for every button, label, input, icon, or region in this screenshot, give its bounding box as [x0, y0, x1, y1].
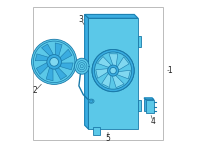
Polygon shape [144, 98, 154, 100]
Polygon shape [102, 73, 111, 87]
Bar [88, 18, 138, 129]
Bar [146, 100, 154, 113]
Circle shape [92, 50, 134, 92]
Polygon shape [58, 63, 73, 70]
Circle shape [50, 57, 59, 66]
Polygon shape [54, 67, 67, 80]
Ellipse shape [75, 58, 89, 74]
Polygon shape [59, 49, 72, 62]
Ellipse shape [88, 99, 94, 103]
Text: 3: 3 [79, 15, 84, 24]
Bar [85, 15, 134, 125]
Polygon shape [117, 57, 129, 71]
Text: 1: 1 [167, 66, 172, 75]
Polygon shape [55, 43, 62, 58]
Polygon shape [35, 54, 50, 61]
Polygon shape [85, 15, 88, 129]
Circle shape [110, 67, 116, 74]
Text: 2: 2 [33, 86, 38, 95]
Ellipse shape [90, 100, 93, 102]
Bar [138, 36, 141, 47]
Circle shape [95, 52, 132, 89]
Circle shape [108, 65, 119, 76]
Text: 4: 4 [151, 117, 156, 126]
Polygon shape [42, 44, 54, 57]
Bar [144, 98, 152, 111]
Polygon shape [112, 75, 124, 88]
Circle shape [32, 39, 77, 84]
Polygon shape [46, 66, 53, 81]
Polygon shape [109, 54, 118, 67]
Text: 5: 5 [106, 134, 110, 143]
Polygon shape [36, 62, 49, 75]
Circle shape [47, 55, 61, 69]
Bar [93, 127, 100, 135]
Bar [138, 100, 141, 111]
Bar [33, 6, 163, 141]
Bar [134, 97, 137, 108]
Polygon shape [97, 57, 112, 68]
Polygon shape [85, 15, 138, 18]
Bar [134, 33, 137, 44]
Polygon shape [116, 70, 130, 79]
Polygon shape [96, 69, 109, 78]
